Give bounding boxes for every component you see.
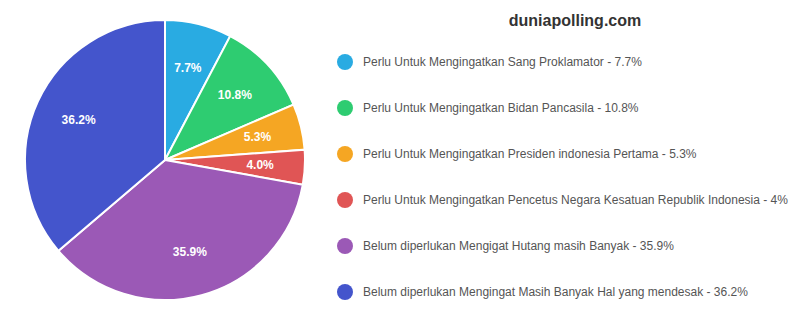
legend-marker — [337, 54, 353, 70]
legend-marker — [337, 146, 353, 162]
legend-marker — [337, 284, 353, 300]
slice-labels: 7.7% 10.8% 5.3% 4.0% 35.9% 36.2% — [62, 61, 275, 259]
slice-label: 36.2% — [62, 113, 96, 127]
slice-label: 35.9% — [173, 245, 207, 259]
legend-label: Perlu Untuk Mengingatkan Bidan Pancasila… — [363, 101, 639, 115]
legend-marker — [337, 100, 353, 116]
slice-label: 7.7% — [174, 61, 202, 75]
legend-label: Perlu Untuk Mengingatkan Presiden indone… — [363, 147, 697, 161]
pie-slice — [25, 20, 165, 251]
pie — [25, 20, 305, 300]
chart-title: duniapolling.com — [509, 12, 641, 29]
slice-label: 10.8% — [218, 88, 252, 102]
chart: 7.7% 10.8% 5.3% 4.0% 35.9% 36.2% duniapolling.… — [0, 0, 800, 317]
legend-marker — [337, 238, 353, 254]
legend-label: Perlu Untuk Mengingatkan Sang Proklamato… — [363, 55, 642, 69]
slice-label: 4.0% — [246, 158, 274, 172]
legend: Perlu Untuk Mengingatkan Sang Proklamato… — [337, 54, 788, 300]
legend-label: Belum diperlukan Mengigat Hutang masih B… — [363, 239, 674, 253]
legend-label: Perlu Untuk Mengingatkan Pencetus Negara… — [363, 193, 788, 207]
legend-label: Belum diperlukan Mengingat Masih Banyak … — [363, 285, 748, 299]
slice-label: 5.3% — [244, 130, 272, 144]
page: {"chart_data": {"type": "pie", "title": … — [0, 0, 800, 317]
background — [0, 0, 800, 317]
legend-marker — [337, 192, 353, 208]
